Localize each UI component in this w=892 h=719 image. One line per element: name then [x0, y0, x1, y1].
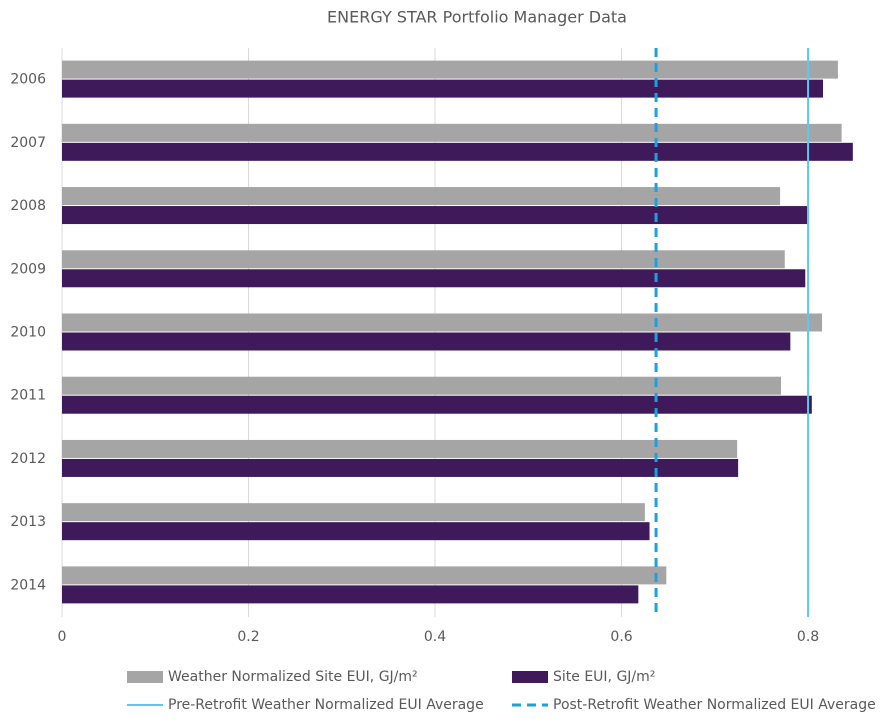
y-tick-label: 2013	[10, 514, 46, 530]
bar	[62, 503, 645, 522]
bar	[62, 250, 785, 269]
bar	[62, 269, 806, 288]
bar	[62, 376, 782, 395]
x-tick-label: 0.4	[424, 629, 446, 645]
y-tick-label: 2009	[10, 261, 46, 277]
x-tick-label: 0.8	[797, 629, 819, 645]
bar	[62, 206, 808, 225]
legend-label: Post-Retrofit Weather Normalized EUI Ave…	[553, 697, 876, 713]
y-tick-label: 2011	[10, 388, 46, 404]
bar	[62, 79, 823, 98]
bar	[62, 439, 738, 458]
bar	[62, 142, 853, 161]
y-tick-label: 2010	[10, 325, 46, 341]
bar	[62, 566, 667, 585]
y-tick-label: 2006	[10, 72, 46, 88]
bar	[62, 60, 838, 79]
bar	[62, 395, 812, 414]
bar	[62, 458, 739, 477]
bar	[62, 313, 823, 332]
x-tick-label: 0.6	[610, 629, 632, 645]
x-tick-label: 0.2	[237, 629, 259, 645]
x-tick-label: 0	[58, 629, 67, 645]
bar	[62, 585, 639, 604]
y-tick-label: 2007	[10, 135, 46, 151]
legend-label: Site EUI, GJ/m²	[553, 669, 655, 685]
bar	[62, 187, 781, 206]
bar	[62, 332, 791, 351]
legend-swatch	[512, 671, 548, 683]
chart-title: ENERGY STAR Portfolio Manager Data	[327, 8, 627, 27]
y-tick-label: 2012	[10, 451, 46, 467]
y-tick-label: 2014	[10, 577, 46, 593]
bar	[62, 522, 650, 541]
bar	[62, 123, 842, 142]
legend-label: Weather Normalized Site EUI, GJ/m²	[168, 669, 418, 685]
legend-swatch	[127, 671, 163, 683]
y-tick-label: 2008	[10, 198, 46, 214]
legend-label: Pre-Retrofit Weather Normalized EUI Aver…	[168, 697, 484, 713]
